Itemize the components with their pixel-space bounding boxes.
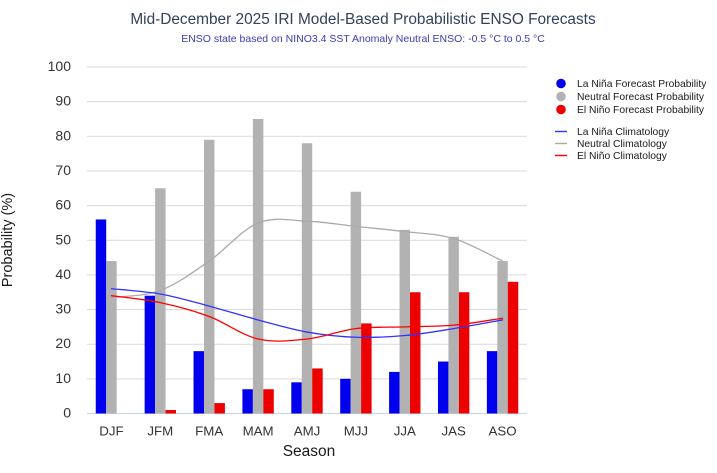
svg-text:JAS: JAS: [441, 424, 466, 439]
svg-text:50: 50: [55, 231, 71, 247]
svg-text:0: 0: [63, 405, 71, 421]
svg-text:DJF: DJF: [99, 424, 123, 439]
svg-text:La Niña Forecast Probability: La Niña Forecast Probability: [577, 79, 707, 90]
svg-text:AMJ: AMJ: [294, 424, 321, 439]
svg-text:MAM: MAM: [243, 424, 274, 439]
svg-text:JFM: JFM: [147, 424, 173, 439]
svg-text:Neutral Forecast Probability: Neutral Forecast Probability: [577, 92, 705, 103]
svg-text:ASO: ASO: [489, 424, 517, 439]
svg-text:Neutral Climatology: Neutral Climatology: [577, 139, 668, 150]
svg-text:90: 90: [55, 93, 71, 109]
svg-text:MJJ: MJJ: [344, 424, 368, 439]
svg-text:FMA: FMA: [195, 424, 223, 439]
svg-text:60: 60: [55, 197, 71, 213]
svg-text:20: 20: [55, 335, 71, 351]
svg-text:40: 40: [55, 266, 71, 282]
svg-text:El Niño Climatology: El Niño Climatology: [577, 151, 668, 162]
svg-text:70: 70: [55, 162, 71, 178]
svg-text:80: 80: [55, 127, 71, 143]
svg-text:La Niña Climatology: La Niña Climatology: [577, 127, 670, 138]
svg-text:El Niño Forecast Probability: El Niño Forecast Probability: [577, 105, 705, 116]
svg-text:JJA: JJA: [394, 424, 416, 439]
svg-text:10: 10: [55, 370, 71, 386]
svg-text:30: 30: [55, 301, 71, 317]
svg-text:100: 100: [48, 58, 72, 74]
